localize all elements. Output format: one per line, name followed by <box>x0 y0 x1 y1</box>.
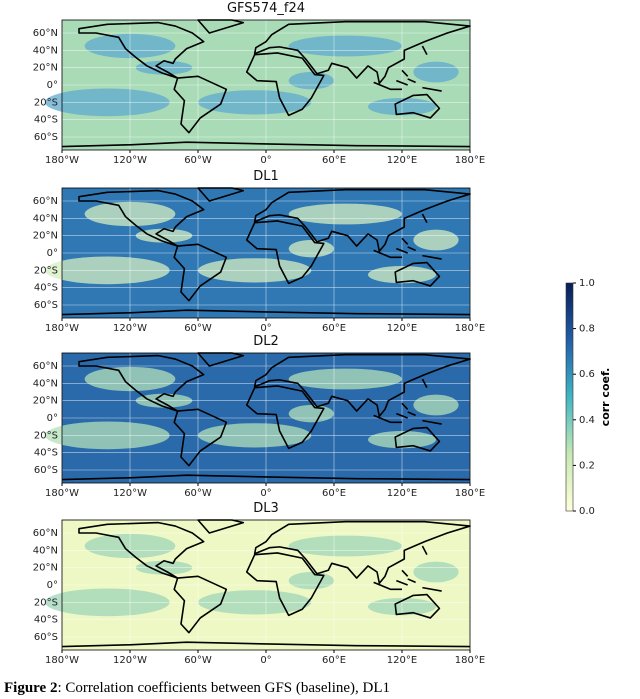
map-patch <box>288 72 335 90</box>
map-panel <box>45 352 471 486</box>
lat-tick-label: 20°S <box>34 430 58 441</box>
lon-tick-label: 60°E <box>322 323 346 334</box>
map-frame <box>61 187 471 319</box>
lat-tick-label: 60°S <box>34 465 58 476</box>
lat-tick-label: 20°N <box>33 396 58 407</box>
map-patch <box>413 229 459 251</box>
lat-tick-label: 20°N <box>33 231 58 242</box>
lat-tick-label: 0° <box>47 248 58 259</box>
lon-tick-label: 180°W <box>45 655 79 666</box>
caption-text: : Correlation coefficients between GFS (… <box>57 680 390 696</box>
map-patch <box>288 35 403 57</box>
map-patch <box>288 368 403 390</box>
lon-tick-label: 120°W <box>113 155 147 166</box>
lon-tick-label: 180°E <box>455 155 485 166</box>
lat-tick-label: 20°S <box>34 97 58 108</box>
map-patch <box>288 572 335 590</box>
map-frame <box>61 352 471 484</box>
map-patch <box>288 240 335 258</box>
lat-tick-label: 0° <box>47 413 58 424</box>
map-frame <box>61 19 471 151</box>
caption-label: Figure 2 <box>4 680 57 696</box>
lon-tick-label: 0° <box>260 655 271 666</box>
lat-tick-label: 60°N <box>33 28 58 39</box>
lon-tick-label: 120°E <box>387 323 417 334</box>
map-frame <box>61 519 471 651</box>
panel-title: DL3 <box>253 501 279 516</box>
lat-tick-label: 20°N <box>33 563 58 574</box>
colorbar <box>565 282 574 512</box>
lat-tick-label: 40°S <box>34 448 58 459</box>
lon-tick-label: 60°W <box>184 655 212 666</box>
lon-tick-label: 120°E <box>387 655 417 666</box>
lon-tick-label: 120°W <box>113 323 147 334</box>
lon-tick-label: 180°E <box>455 488 485 499</box>
colorbar-tick-label: 0.2 <box>579 460 595 471</box>
lon-tick-label: 60°E <box>322 655 346 666</box>
map-patch <box>288 203 403 225</box>
lat-tick-label: 40°S <box>34 615 58 626</box>
lat-tick-label: 40°N <box>33 45 58 56</box>
lat-tick-label: 40°S <box>34 115 58 126</box>
colorbar-tick-label: 0.8 <box>579 324 595 335</box>
lon-tick-label: 120°W <box>113 655 147 666</box>
map-patch <box>413 561 459 583</box>
lon-tick-label: 60°W <box>184 155 212 166</box>
lon-tick-label: 60°E <box>322 155 346 166</box>
lat-tick-label: 20°S <box>34 597 58 608</box>
map-panel <box>45 519 471 653</box>
lon-tick-label: 180°E <box>455 323 485 334</box>
map-patch <box>413 61 459 83</box>
lat-tick-label: 60°N <box>33 361 58 372</box>
lon-tick-label: 180°W <box>45 323 79 334</box>
lat-tick-label: 60°N <box>33 196 58 207</box>
lat-tick-label: 60°S <box>34 132 58 143</box>
lon-tick-label: 180°E <box>455 655 485 666</box>
lon-tick-label: 120°E <box>387 155 417 166</box>
lon-tick-label: 180°W <box>45 155 79 166</box>
lon-tick-label: 180°W <box>45 488 79 499</box>
lon-tick-label: 60°W <box>184 323 212 334</box>
lat-tick-label: 0° <box>47 580 58 591</box>
map-patch <box>413 394 459 416</box>
lon-tick-label: 0° <box>260 155 271 166</box>
lat-tick-label: 60°S <box>34 300 58 311</box>
caption: Figure 2: Correlation coefficients betwe… <box>4 680 390 696</box>
lon-tick-label: 0° <box>260 488 271 499</box>
colorbar-tick-label: 0.6 <box>579 369 595 380</box>
colorbar-tick-label: 1.0 <box>579 278 595 289</box>
panel-title: DL1 <box>253 169 279 184</box>
lat-tick-label: 60°S <box>34 632 58 643</box>
panel-title: GFS574_f24 <box>227 1 305 16</box>
colorbar-tick-label: 0.4 <box>579 415 595 426</box>
lat-tick-label: 40°N <box>33 378 58 389</box>
lon-tick-label: 60°E <box>322 488 346 499</box>
lat-tick-label: 20°N <box>33 63 58 74</box>
colorbar-label: corr coef. <box>599 368 612 427</box>
map-patch <box>288 405 335 423</box>
lon-tick-label: 120°E <box>387 488 417 499</box>
lon-tick-label: 60°W <box>184 488 212 499</box>
lon-tick-label: 0° <box>260 323 271 334</box>
lat-tick-label: 20°S <box>34 265 58 276</box>
lat-tick-label: 40°N <box>33 545 58 556</box>
map-panel <box>45 187 471 321</box>
colorbar-tick-label: 0.0 <box>579 506 595 517</box>
lat-tick-label: 40°S <box>34 283 58 294</box>
map-panel <box>45 19 471 153</box>
lat-tick-label: 60°N <box>33 528 58 539</box>
panel-title: DL2 <box>253 334 279 349</box>
lat-tick-label: 0° <box>47 80 58 91</box>
lat-tick-label: 40°N <box>33 213 58 224</box>
map-patch <box>288 535 403 557</box>
lon-tick-label: 120°W <box>113 488 147 499</box>
